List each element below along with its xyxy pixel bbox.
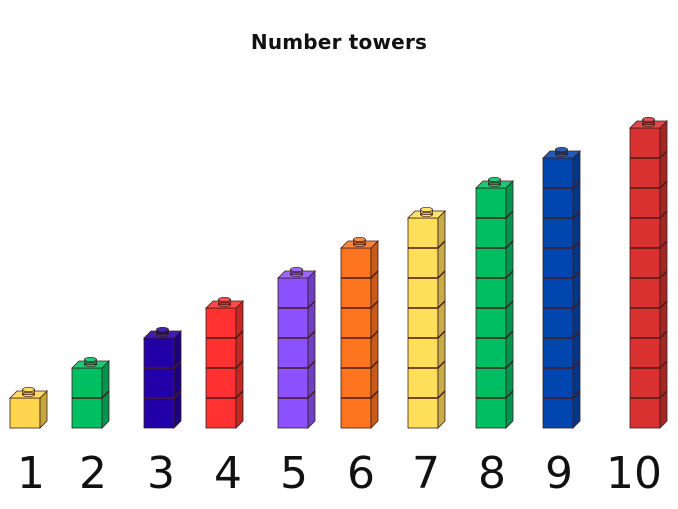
cube-stud-top xyxy=(488,176,501,183)
cube-divider xyxy=(307,330,316,339)
cube-stud-top xyxy=(218,296,231,303)
cube-stud-top xyxy=(22,386,35,393)
cube-stud-top xyxy=(555,146,568,153)
cube-divider xyxy=(370,330,379,339)
cube-divider xyxy=(659,180,668,189)
tower-front-face xyxy=(407,217,439,429)
cube-stud-top xyxy=(156,326,169,333)
cube-divider xyxy=(370,360,379,369)
tower-number-1: 1 xyxy=(17,448,45,499)
cube-stud-base xyxy=(555,151,568,158)
cube-divider xyxy=(505,210,514,219)
cube-divider xyxy=(572,180,581,189)
cube-stud-top xyxy=(420,206,433,213)
cube-stud-base xyxy=(22,391,35,398)
cube-divider xyxy=(659,210,668,219)
cube-divider xyxy=(235,360,244,369)
tower-1 xyxy=(9,386,48,429)
cube-stud-top xyxy=(84,356,97,363)
cube-divider xyxy=(370,300,379,309)
cube-stud-base xyxy=(290,271,303,278)
diagram-title: Number towers xyxy=(250,30,428,54)
tower-4 xyxy=(205,296,244,429)
tower-side-face xyxy=(307,270,316,429)
tower-9 xyxy=(542,146,581,429)
tower-number-8: 8 xyxy=(478,448,506,499)
tower-5 xyxy=(277,266,316,429)
cube-divider xyxy=(659,240,668,249)
cube-stud-top xyxy=(353,236,366,243)
cube-divider xyxy=(437,240,446,249)
cube-divider xyxy=(173,390,182,399)
cube-divider xyxy=(659,270,668,279)
cube-divider xyxy=(505,330,514,339)
cube-stud-base xyxy=(84,361,97,368)
cube-divider xyxy=(505,360,514,369)
cube-divider xyxy=(659,360,668,369)
cube-divider xyxy=(572,360,581,369)
cube-divider xyxy=(370,270,379,279)
tower-front-face xyxy=(277,277,309,429)
cube-divider xyxy=(437,390,446,399)
cube-divider xyxy=(307,360,316,369)
cube-divider xyxy=(307,390,316,399)
cube-divider xyxy=(505,270,514,279)
tower-side-face xyxy=(572,150,581,429)
cube-divider xyxy=(505,390,514,399)
tower-7 xyxy=(407,206,446,429)
tower-front-face xyxy=(143,337,175,429)
tower-8 xyxy=(475,176,514,429)
cube-divider xyxy=(505,240,514,249)
tower-number-10: 10 xyxy=(606,448,662,499)
cube-divider xyxy=(659,390,668,399)
tower-number-9: 9 xyxy=(545,448,573,499)
tower-number-7: 7 xyxy=(412,448,440,499)
cube-divider xyxy=(659,300,668,309)
tower-2 xyxy=(71,356,110,429)
cube-stud-top xyxy=(290,266,303,273)
tower-number-2: 2 xyxy=(79,448,107,499)
cube-divider xyxy=(307,300,316,309)
tower-number-3: 3 xyxy=(147,448,175,499)
cube-stud-base xyxy=(488,181,501,188)
cube-stud-base xyxy=(353,241,366,248)
cube-divider xyxy=(659,150,668,159)
cube-stud-base xyxy=(642,121,655,128)
tower-number-6: 6 xyxy=(347,448,375,499)
cube-divider xyxy=(235,330,244,339)
cube-divider xyxy=(572,330,581,339)
tower-front-face xyxy=(9,397,41,429)
tower-front-face xyxy=(542,157,574,429)
tower-6 xyxy=(340,236,379,429)
cube-divider xyxy=(437,360,446,369)
cube-stud-base xyxy=(218,301,231,308)
cube-divider xyxy=(572,210,581,219)
cube-divider xyxy=(572,390,581,399)
tower-number-5: 5 xyxy=(280,448,308,499)
cube-divider xyxy=(173,360,182,369)
cube-divider xyxy=(505,300,514,309)
cube-divider xyxy=(572,240,581,249)
tower-3 xyxy=(143,326,182,429)
cube-divider xyxy=(659,330,668,339)
cube-stud-base xyxy=(420,211,433,218)
cube-stud-top xyxy=(642,116,655,123)
cube-stud-base xyxy=(156,331,169,338)
tower-number-4: 4 xyxy=(214,448,242,499)
cube-divider xyxy=(437,330,446,339)
cube-divider xyxy=(101,390,110,399)
tower-side-face xyxy=(173,330,182,429)
tower-10 xyxy=(629,116,668,429)
cube-divider xyxy=(572,300,581,309)
cube-divider xyxy=(437,300,446,309)
cube-divider xyxy=(370,390,379,399)
cube-divider xyxy=(437,270,446,279)
cube-divider xyxy=(235,390,244,399)
cube-divider xyxy=(572,270,581,279)
